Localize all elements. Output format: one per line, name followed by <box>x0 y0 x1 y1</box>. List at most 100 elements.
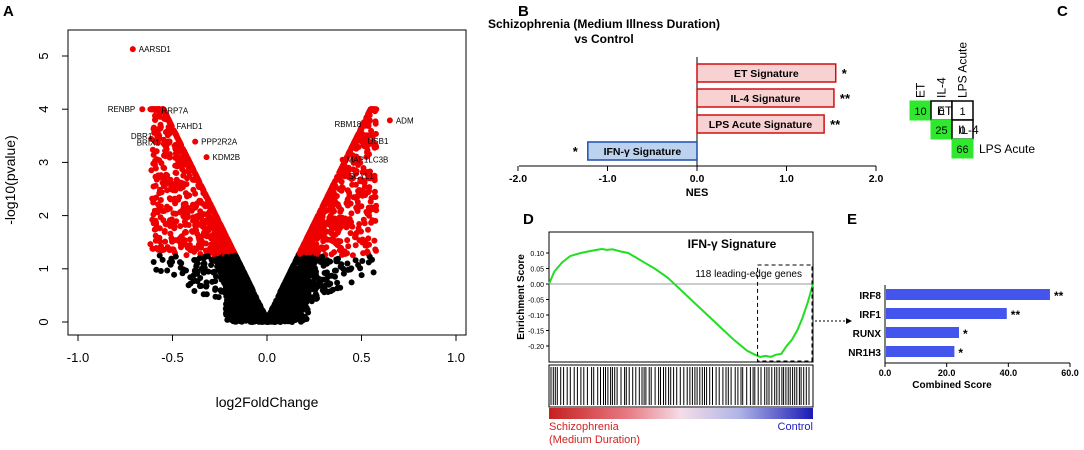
gsea-y-tick-label: -0.05 <box>528 298 544 305</box>
volcano-point <box>190 186 197 193</box>
volcano-point <box>302 298 309 305</box>
volcano-point <box>288 280 295 287</box>
tf-significance-mark: * <box>958 346 963 360</box>
volcano-point <box>209 278 216 285</box>
volcano-point <box>372 246 379 253</box>
volcano-point <box>156 225 163 232</box>
volcano-point <box>219 239 226 246</box>
volcano-point <box>200 291 207 298</box>
volcano-point <box>190 278 197 285</box>
volcano-point <box>336 218 343 225</box>
volcano-point <box>153 127 160 134</box>
x-tick-label: -0.5 <box>161 350 183 365</box>
volcano-point <box>194 260 201 267</box>
volcano-point <box>203 248 210 255</box>
nes-subtitle: vs Control <box>574 32 633 46</box>
volcano-point <box>360 165 367 171</box>
volcano-point <box>162 153 169 160</box>
volcano-point <box>346 189 353 196</box>
volcano-point <box>191 288 198 294</box>
volcano-point <box>208 262 215 268</box>
volcano-point <box>298 312 305 318</box>
volcano-point <box>353 193 360 200</box>
volcano-point <box>361 220 368 227</box>
volcano-point <box>331 249 338 256</box>
volcano-point <box>172 253 179 260</box>
y-tick-label: 1 <box>36 265 51 272</box>
volcano-point <box>182 200 189 207</box>
volcano-point <box>189 228 196 235</box>
volcano-point <box>354 208 361 214</box>
volcano-point <box>312 224 319 231</box>
volcano-point <box>162 238 169 245</box>
leading-edge-box <box>757 264 813 362</box>
volcano-point <box>184 192 191 199</box>
volcano-point <box>209 247 216 254</box>
volcano-point <box>191 245 198 252</box>
volcano-point <box>350 159 357 166</box>
volcano-point <box>304 274 311 281</box>
volcano-point <box>164 187 171 194</box>
volcano-point <box>162 147 169 154</box>
volcano-point <box>157 214 164 221</box>
volcano-point <box>186 243 193 250</box>
volcano-point <box>203 219 210 226</box>
volcano-point <box>150 259 157 265</box>
volcano-x-ticks: -1.0 -0.5 0.0 0.5 1.0 <box>67 335 465 365</box>
volcano-point <box>357 126 364 133</box>
volcano-point <box>300 273 307 280</box>
volcano-point <box>356 221 363 227</box>
tf-tick-label: 20.0 <box>938 368 956 378</box>
volcano-point <box>336 247 343 254</box>
phenotype-left-sublabel: (Medium Duration) <box>549 434 640 446</box>
volcano-point <box>345 166 352 173</box>
volcano-point <box>194 220 201 226</box>
volcano-point <box>371 188 378 195</box>
y-tick-label: 5 <box>36 52 51 59</box>
volcano-point <box>348 210 355 217</box>
gene-hit-barcode <box>550 367 810 405</box>
y-tick-label: 2 <box>36 212 51 219</box>
volcano-point <box>170 210 177 217</box>
volcano-point <box>316 220 322 227</box>
volcano-point <box>353 153 360 160</box>
labeled-gene-point <box>163 139 170 146</box>
volcano-point <box>151 207 158 214</box>
labeled-gene-point <box>339 156 346 163</box>
x-tick-label: -1.0 <box>67 350 89 365</box>
volcano-point <box>328 230 335 236</box>
volcano-point <box>369 204 376 211</box>
nes-ticks: -2.0 -1.0 0.0 1.0 2.0 <box>509 166 883 185</box>
volcano-point <box>325 288 332 295</box>
volcano-point <box>298 263 305 270</box>
volcano-point <box>338 223 345 230</box>
volcano-point <box>355 225 362 232</box>
volcano-point <box>305 290 312 296</box>
volcano-point <box>223 262 230 269</box>
volcano-point <box>198 265 205 272</box>
volcano-point <box>290 262 297 269</box>
volcano-point <box>344 219 351 226</box>
volcano-point <box>173 218 180 225</box>
volcano-point <box>344 154 351 160</box>
volcano-point <box>295 274 302 280</box>
volcano-point <box>217 221 224 228</box>
labeled-gene-point <box>152 107 159 114</box>
volcano-point <box>172 145 179 152</box>
volcano-point <box>213 213 220 220</box>
tf-panel: E IRF8 ** IRF1 ** RUNX * NR1H3 * 0.0 20.0 40.0 60.… <box>847 211 1079 391</box>
volcano-point <box>167 246 174 253</box>
volcano-point <box>371 237 378 244</box>
nes-title: Schizophrenia (Medium Illness Duration) <box>488 17 720 31</box>
volcano-point <box>277 288 284 295</box>
volcano-point <box>238 280 245 287</box>
volcano-point <box>183 252 190 259</box>
volcano-point <box>250 307 257 314</box>
tf-bar-label: RUNX <box>853 329 882 340</box>
volcano-point <box>307 249 314 256</box>
nes-bar <box>696 63 837 83</box>
tf-significance-mark: * <box>963 327 968 341</box>
